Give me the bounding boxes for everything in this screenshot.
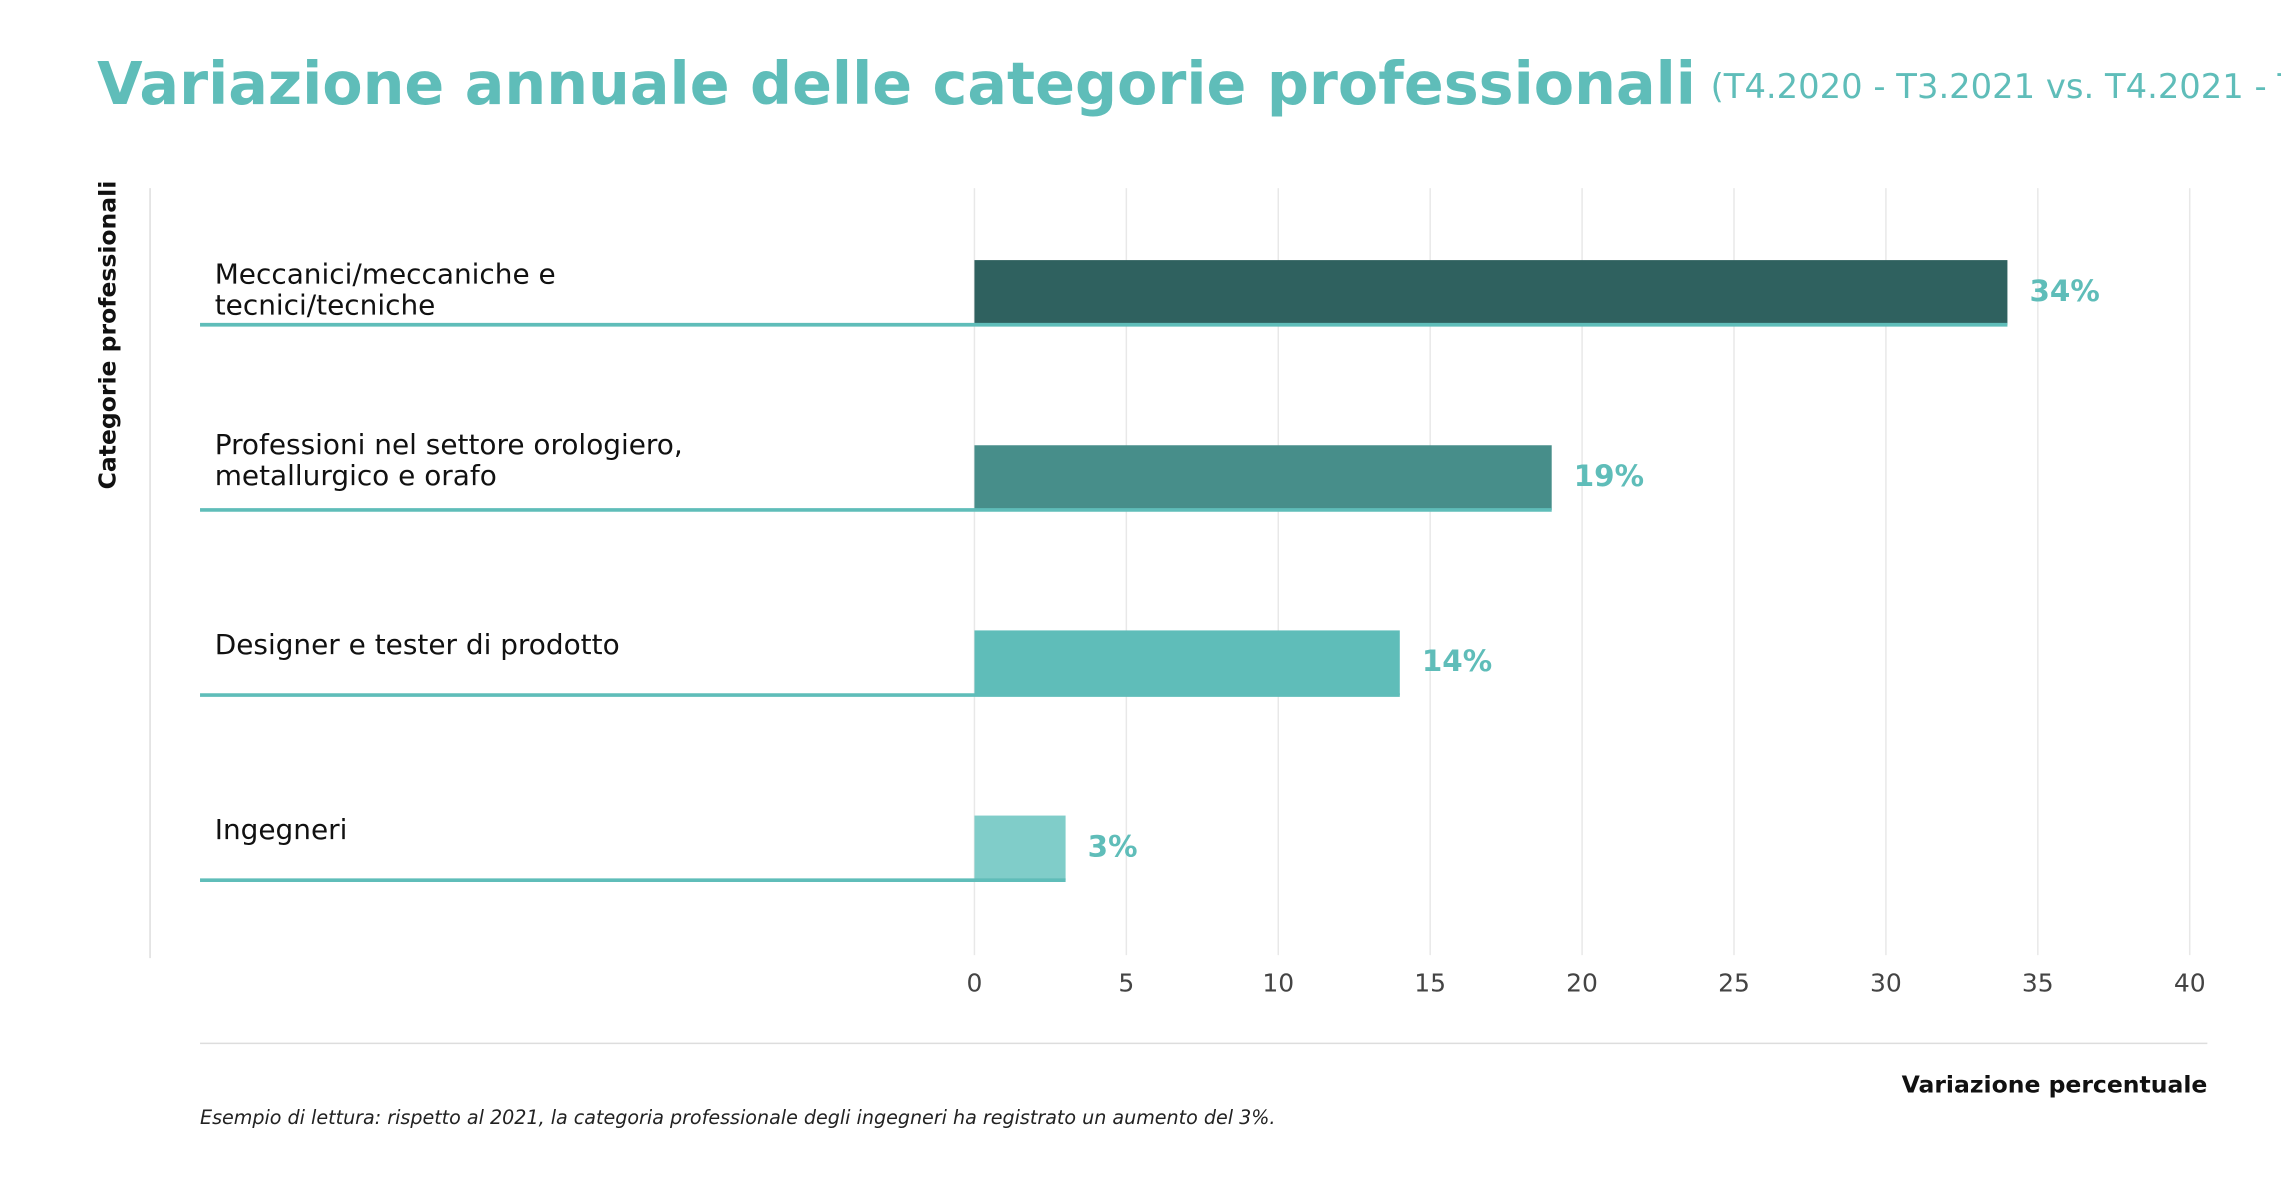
chart-title: Variazione annuale delle categorie profe…	[97, 49, 1696, 118]
x-tick-label: 35	[2022, 969, 2054, 998]
chart-title-line: Variazione annuale delle categorie profe…	[97, 49, 2281, 118]
x-tick-label: 15	[1414, 969, 1446, 998]
x-tick-label: 5	[1118, 969, 1134, 998]
category-label: Meccanici/meccaniche e tecnici/tecniche	[214, 260, 556, 322]
category-label-box: Professioni nel settore orologiero, meta…	[214, 430, 683, 493]
value-label: 3%	[1088, 829, 1138, 863]
value-label: 14%	[1422, 644, 1492, 678]
bar	[974, 630, 1400, 696]
x-tick-label: 0	[967, 969, 983, 998]
value-label: 34%	[2029, 274, 2099, 308]
note: Esempio di lettura: rispetto al 2021, la…	[200, 1106, 1275, 1129]
category-label: Ingegneri	[214, 815, 348, 847]
category-label-box: Designer e tester di prodotto	[214, 630, 620, 662]
x-tick-label: 25	[1718, 969, 1750, 998]
x-tick-label: 20	[1566, 969, 1598, 998]
x-tick-label: 10	[1262, 969, 1294, 998]
chart-subtitle: (T4.2020 - T3.2021 vs. T4.2021 - T3.2022…	[1711, 67, 2281, 106]
category-label: Professioni nel settore orologiero, meta…	[214, 430, 683, 493]
y-axis-label: Categorie professionali	[93, 181, 121, 490]
x-axis-label: Variazione percentuale	[1902, 1070, 2208, 1098]
x-tick-label: 40	[2174, 969, 2206, 998]
bar	[974, 445, 1552, 510]
category-label-box: Ingegneri	[214, 815, 348, 847]
bar	[974, 815, 1066, 881]
category-label-box: Meccanici/meccaniche e tecnici/tecniche	[214, 260, 556, 322]
bar	[974, 260, 2008, 325]
x-tick-label: 30	[1870, 969, 1902, 998]
category-label: Designer e tester di prodotto	[214, 630, 620, 662]
value-label: 19%	[1574, 459, 1644, 493]
